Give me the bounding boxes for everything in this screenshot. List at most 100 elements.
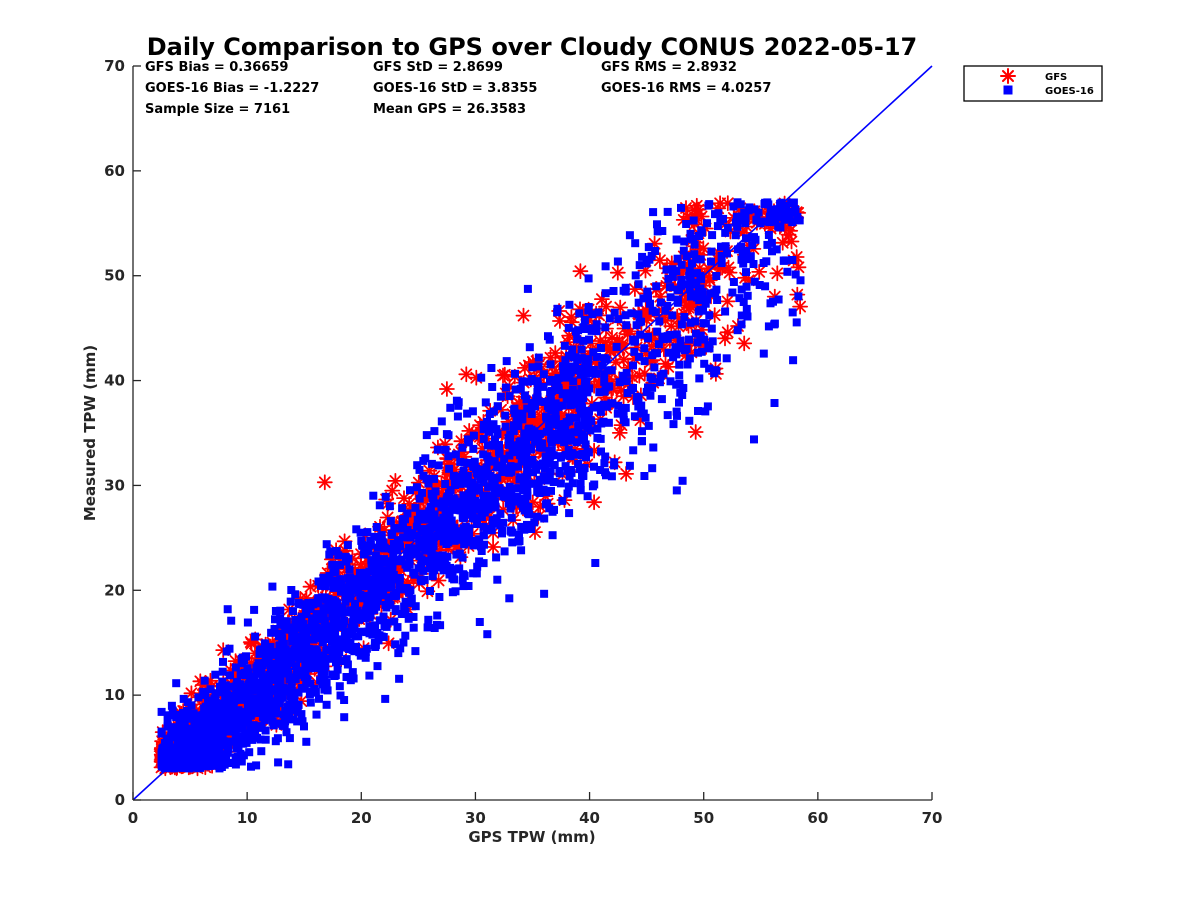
goes16-point [754,208,763,217]
goes16-point [780,215,789,224]
goes16-point [475,618,484,626]
goes16-point [523,404,532,413]
goes16-point [490,457,499,466]
goes16-point [277,666,286,675]
goes16-point [550,505,558,514]
goes16-point [406,586,415,595]
goes16-point [335,682,344,691]
goes16-point [357,609,366,618]
goes16-point [224,744,233,753]
chart-title: Daily Comparison to GPS over Cloudy CONU… [147,33,918,61]
goes16-point [459,503,467,512]
goes16-point [448,505,457,514]
statistics-block: GFS Bias = 0.36659 GFS StD = 2.8699 GFS … [145,60,771,117]
goes16-point [450,575,459,584]
goes16-point [596,466,605,474]
goes16-point [556,479,565,488]
goes16-point [172,713,181,722]
goes16-point [348,668,357,677]
goes16-point [268,675,277,684]
goes16-point [254,659,263,668]
gfs-point [609,264,626,281]
x-tick-label: 70 [922,809,943,827]
goes16-point [300,722,308,731]
gfs-point [604,329,620,346]
goes16-point [375,538,384,547]
goes16-point [673,411,681,420]
goes16-point [421,546,430,555]
goes16-point [663,207,672,216]
goes16-point [783,267,792,276]
goes16-point [576,409,585,418]
goes16-point [417,527,426,536]
goes16-point [742,268,750,277]
goes16-point [517,546,526,555]
x-tick-label: 10 [237,809,258,827]
goes16-point [258,661,267,670]
goes16-point [711,210,719,219]
goes16-point [199,710,208,719]
goes16-point [634,402,643,411]
goes16-point [721,242,730,251]
goes16-point [200,725,209,733]
goes16-point [672,407,681,416]
goes16-point [694,348,702,357]
stat-gfs-bias: GFS Bias = 0.36659 [145,60,288,75]
goes16-point [441,445,450,454]
goes16-point [465,501,474,510]
goes16-point [320,617,329,625]
goes16-point [353,579,362,588]
goes16-point [574,460,583,468]
goes16-point [403,551,412,560]
goes16-point [501,411,510,420]
goes16-point [351,583,360,592]
goes16-point [584,355,593,364]
goes16-point [639,409,648,418]
goes16-point [351,599,359,608]
goes16-point [468,407,477,416]
goes16-point [322,540,331,549]
goes16-point [268,717,277,726]
goes16-point [630,347,639,356]
gfs-point [619,326,636,343]
goes16-point [218,705,227,713]
y-tick-label: 0 [115,791,125,809]
goes16-point [205,710,214,719]
goes16-point [283,664,292,673]
goes16-point [649,443,658,452]
goes16-point [505,482,514,491]
goes16-point [445,489,453,498]
legend: GFS GOES-16 [963,65,1103,102]
goes16-point [226,701,235,710]
goes16-point [273,734,282,743]
goes16-point [443,552,452,561]
goes16-point [310,685,319,693]
goes16-point [515,530,523,539]
goes16-point [452,550,461,559]
goes16-point [342,557,351,566]
goes16-point [737,320,746,329]
goes16-point [788,256,797,264]
goes16-point [373,592,382,601]
goes16-point [542,476,550,485]
goes16-point [377,531,386,540]
goes16-point [465,489,474,498]
y-tick-label: 10 [104,686,125,704]
goes16-point [339,657,347,666]
goes16-point [473,562,482,571]
goes16-point [299,622,308,631]
goes16-point [259,694,268,703]
goes16-point [655,378,664,387]
goes16-point [676,336,685,345]
goes16-point [406,533,415,542]
goes16-point [166,733,175,742]
goes16-point [429,499,438,508]
goes16-point [496,392,505,401]
goes16-point [336,575,345,584]
goes16-point [604,366,613,375]
goes16-point [729,278,738,286]
goes16-point [506,430,515,439]
goes16-point [792,318,801,327]
goes16-point [429,535,438,544]
goes16-point [486,502,495,511]
